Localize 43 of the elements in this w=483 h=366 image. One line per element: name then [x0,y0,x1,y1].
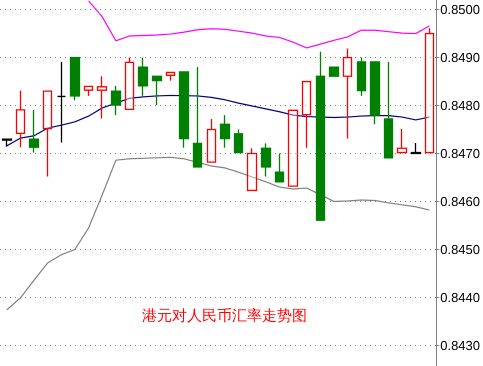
candlestick [110,85,122,116]
candlestick [410,142,422,154]
candlestick [302,80,312,148]
y-tick-label: 0.8470 [440,146,480,161]
candlestick [260,142,272,178]
candlestick [56,61,66,144]
candlestick [28,109,40,154]
candlestick [166,72,176,82]
y-tick-label: 0.8430 [440,338,480,353]
candlestick [342,48,352,140]
candlestick [384,61,394,158]
candlestick [16,90,26,148]
candlestick [396,128,408,154]
y-tick-label: 0.8450 [440,242,480,257]
candlestick [138,56,148,97]
line-series [88,0,430,49]
y-tick-label: 0.8440 [440,290,480,305]
candlestick [246,148,258,192]
candlestick [316,51,326,221]
candlestick [220,114,230,148]
candlestick [274,152,284,182]
candlestick [178,71,190,148]
candlestick [42,90,52,178]
text: 港元对人民币汇率走势图 [142,306,307,324]
candlestick [124,56,134,110]
y-tick-label: 0.8490 [440,50,480,66]
candlestick [96,76,108,120]
y-tick-label: 0.8500 [440,2,480,18]
candlestick [206,118,216,163]
candlestick [234,128,244,154]
candlestick [370,61,380,125]
y-tick-label: 0.8460 [440,194,480,209]
candlestick [288,110,298,187]
candlestick [192,66,202,168]
candlestick [152,76,162,106]
candlestick [328,66,340,77]
candlestick [70,56,80,101]
candlestick [2,138,12,148]
candlestick [84,86,94,97]
line-series [6,94,430,146]
y-tick-label: 0.8480 [440,98,480,114]
candlestick [356,56,366,97]
candlestick [424,28,434,154]
